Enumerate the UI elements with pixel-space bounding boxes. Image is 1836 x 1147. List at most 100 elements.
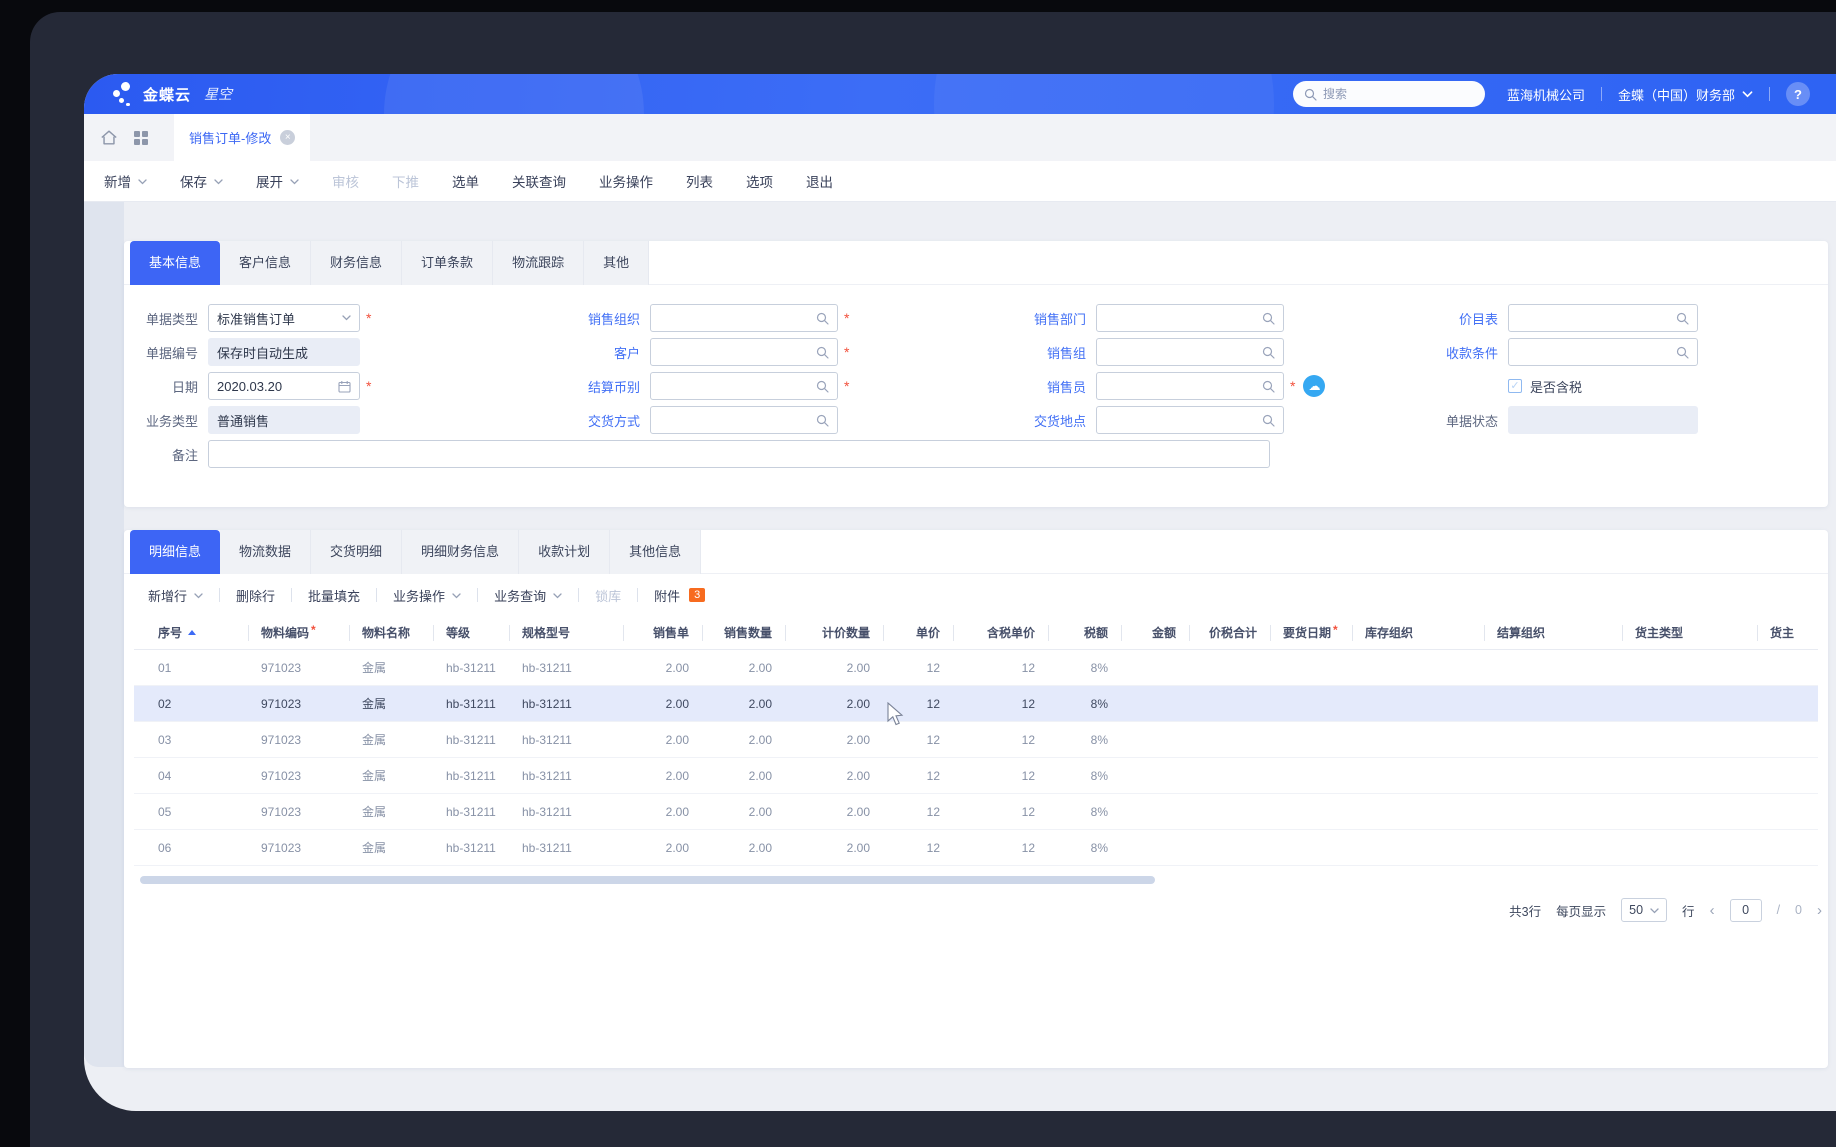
field-input-日期[interactable]: 2020.03.20 (208, 372, 360, 400)
field-label[interactable]: 销售部门 (1033, 311, 1086, 327)
table-row[interactable]: 01 971023 金属 hb-31211 hb-31211 2.00 2.00 2.00 12… (134, 650, 1818, 686)
table-row[interactable]: 02 971023 金属 hb-31211 hb-31211 2.00 2.00 2.00 12… (134, 686, 1818, 722)
field-input-remark[interactable] (208, 440, 1270, 468)
lookup-search-icon[interactable] (1262, 346, 1275, 359)
column-header-序号[interactable]: 序号 (134, 616, 249, 649)
toolbar-button-业务操作[interactable]: 业务操作 (599, 171, 653, 191)
field-input-销售组织[interactable] (650, 304, 838, 332)
bill-head-tab[interactable]: 基本信息 (130, 241, 221, 285)
table-row[interactable]: 06 971023 金属 hb-31211 hb-31211 2.00 2.00 2.00 12… (134, 830, 1818, 866)
chevron-down-icon[interactable] (290, 179, 299, 185)
detail-toolbar-button-附件[interactable]: 附件 3 (654, 586, 706, 605)
field-input-交货方式[interactable] (650, 406, 838, 434)
prev-page-icon[interactable]: ‹ (1709, 901, 1715, 919)
field-label[interactable]: 销售组织 (587, 311, 640, 327)
detail-toolbar-button-业务查询[interactable]: 业务查询 (494, 586, 562, 605)
table-row[interactable]: 05 971023 金属 hb-31211 hb-31211 2.00 2.00 2.00 12… (134, 794, 1818, 830)
column-header-单价[interactable]: 单价 (884, 616, 954, 649)
column-header-货主类型[interactable]: 货主类型 (1623, 616, 1758, 649)
chevron-down-icon[interactable] (214, 179, 223, 185)
table-row[interactable]: 03 971023 金属 hb-31211 hb-31211 2.00 2.00 2.00 12… (134, 722, 1818, 758)
field-input-销售员[interactable] (1096, 372, 1284, 400)
chevron-down-icon[interactable] (138, 179, 147, 185)
per-page-select[interactable]: 50 (1621, 898, 1668, 922)
account-menu[interactable]: 金蝶（中国）财务部 (1618, 85, 1753, 104)
column-header-要货日期[interactable]: 要货日期 * (1271, 616, 1353, 649)
bill-head-tab[interactable]: 财务信息 (311, 241, 403, 285)
column-header-销售数量[interactable]: 销售数量 (703, 616, 786, 649)
lookup-search-icon[interactable] (816, 414, 829, 427)
detail-tab[interactable]: 其他信息 (610, 530, 702, 574)
page-number-input[interactable]: 0 (1729, 898, 1762, 922)
field-label[interactable]: 交货地点 (1033, 413, 1086, 429)
field-input-客户[interactable] (650, 338, 838, 366)
toolbar-button-保存[interactable]: 保存 (180, 171, 223, 191)
column-header-库存组织[interactable]: 库存组织 (1353, 616, 1485, 649)
global-search[interactable] (1293, 81, 1485, 107)
detail-toolbar-button-批量填充[interactable]: 批量填充 (308, 586, 360, 605)
field-label[interactable]: 价目表 (1458, 311, 1498, 327)
lookup-search-icon[interactable] (1262, 380, 1275, 393)
detail-toolbar-button-业务操作[interactable]: 业务操作 (393, 586, 461, 605)
column-header-含税单价[interactable]: 含税单价 (954, 616, 1049, 649)
column-header-等级[interactable]: 等级 (434, 616, 510, 649)
column-header-金额[interactable]: 金额 (1122, 616, 1190, 649)
column-header-物料名称[interactable]: 物料名称 (350, 616, 434, 649)
field-label[interactable]: 销售组 (1046, 345, 1086, 361)
detail-toolbar-button-删除行[interactable]: 删除行 (236, 586, 275, 605)
lookup-search-icon[interactable] (1676, 312, 1689, 325)
field-input-单据类型[interactable]: 标准销售订单 (208, 304, 360, 332)
detail-toolbar-button-新增行[interactable]: 新增行 (148, 586, 203, 605)
field-label[interactable]: 收款条件 (1445, 345, 1498, 361)
field-input-销售组[interactable] (1096, 338, 1284, 366)
chevron-down-icon[interactable] (194, 593, 203, 599)
bill-head-tab[interactable]: 其他 (584, 241, 650, 285)
apps-grid-icon[interactable] (128, 125, 154, 151)
field-input-价目表[interactable] (1508, 304, 1698, 332)
help-button[interactable]: ? (1786, 82, 1810, 106)
next-page-icon[interactable]: › (1817, 901, 1822, 919)
bill-head-tab[interactable]: 客户信息 (220, 241, 312, 285)
field-input-结算币别[interactable] (650, 372, 838, 400)
chevron-down-icon[interactable] (342, 315, 351, 321)
table-row[interactable]: 04 971023 金属 hb-31211 hb-31211 2.00 2.00 2.00 12… (134, 758, 1818, 794)
close-icon[interactable]: × (280, 130, 296, 145)
detail-tab[interactable]: 交货明细 (311, 530, 403, 574)
toolbar-button-新增[interactable]: 新增 (104, 171, 147, 191)
field-label[interactable]: 销售员 (1046, 379, 1086, 395)
lookup-search-icon[interactable] (1262, 414, 1275, 427)
column-header-销售单[interactable]: 销售单 (624, 616, 703, 649)
search-input[interactable] (1323, 87, 1463, 101)
lookup-search-icon[interactable] (816, 346, 829, 359)
column-header-价税合计[interactable]: 价税合计 (1190, 616, 1271, 649)
toolbar-button-退出[interactable]: 退出 (806, 171, 833, 191)
field-label[interactable]: 交货方式 (587, 413, 640, 429)
field-label[interactable]: 结算币别 (587, 379, 640, 395)
lookup-search-icon[interactable] (816, 380, 829, 393)
bill-head-tab[interactable]: 物流跟踪 (493, 241, 585, 285)
cloud-sync-icon[interactable]: ☁ (1303, 375, 1326, 397)
column-header-税额[interactable]: 税额 (1049, 616, 1122, 649)
chevron-down-icon[interactable] (553, 593, 562, 599)
toolbar-button-展开[interactable]: 展开 (256, 171, 299, 191)
checkbox[interactable]: ✓ (1508, 379, 1522, 393)
field-label[interactable]: 客户 (613, 345, 640, 361)
toolbar-button-关联查询[interactable]: 关联查询 (512, 171, 566, 191)
chevron-down-icon[interactable] (452, 593, 461, 599)
bill-head-tab[interactable]: 订单条款 (402, 241, 494, 285)
lookup-search-icon[interactable] (1262, 312, 1275, 325)
toolbar-button-选单[interactable]: 选单 (452, 171, 479, 191)
scrollbar-thumb[interactable] (140, 876, 1155, 884)
detail-tab[interactable]: 收款计划 (519, 530, 611, 574)
column-header-计价数量[interactable]: 计价数量 (786, 616, 884, 649)
home-icon[interactable] (96, 125, 122, 151)
detail-tab[interactable]: 明细信息 (130, 530, 221, 574)
field-input-销售部门[interactable] (1096, 304, 1284, 332)
lookup-search-icon[interactable] (1676, 346, 1689, 359)
lookup-search-icon[interactable] (816, 312, 829, 325)
calendar-icon[interactable] (338, 380, 351, 393)
detail-tab[interactable]: 物流数据 (220, 530, 312, 574)
toolbar-button-列表[interactable]: 列表 (686, 171, 713, 191)
field-input-收款条件[interactable] (1508, 338, 1698, 366)
column-header-物料编码[interactable]: 物料编码 * (249, 616, 350, 649)
